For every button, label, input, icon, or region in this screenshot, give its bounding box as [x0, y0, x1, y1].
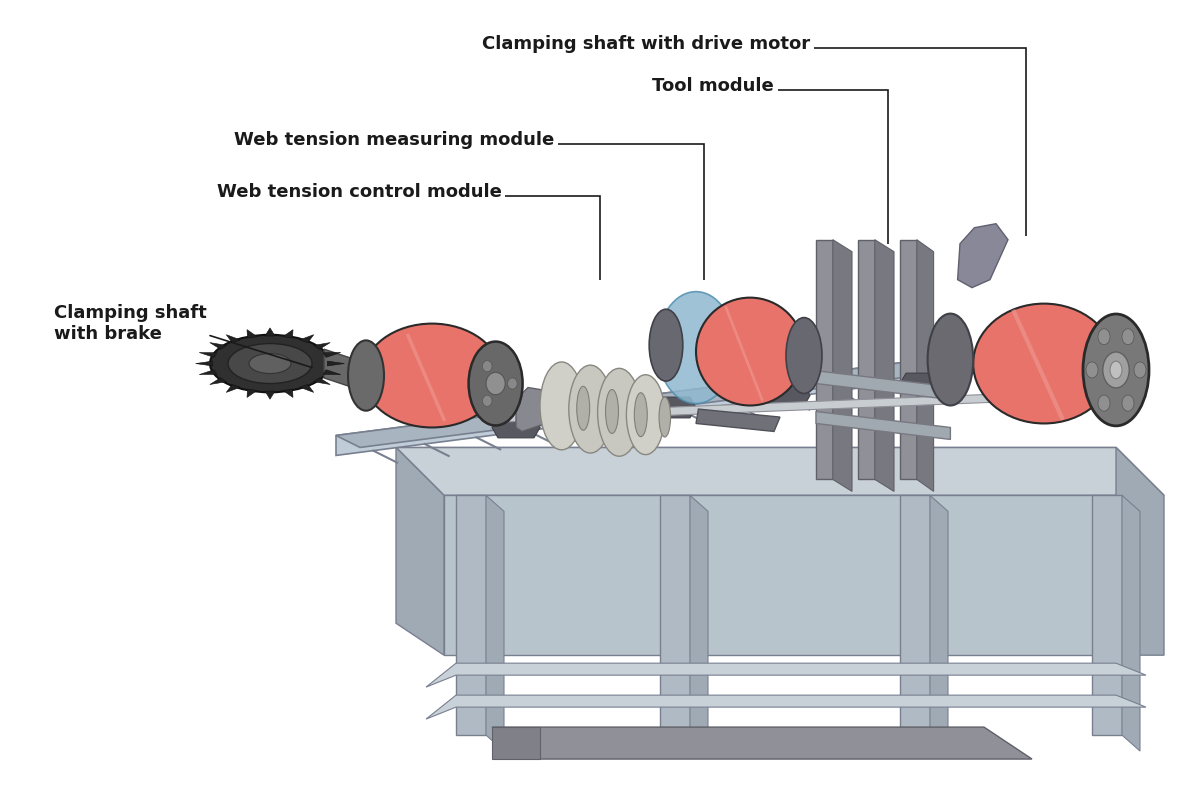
Polygon shape — [323, 370, 341, 375]
Text: Web tension control module: Web tension control module — [217, 183, 502, 201]
Polygon shape — [426, 663, 1146, 687]
Polygon shape — [1122, 495, 1140, 751]
Polygon shape — [227, 335, 240, 343]
Polygon shape — [486, 495, 504, 751]
Ellipse shape — [696, 297, 804, 405]
Ellipse shape — [486, 372, 505, 395]
Polygon shape — [1008, 363, 1056, 384]
Bar — [1092, 495, 1122, 735]
Polygon shape — [300, 384, 313, 392]
Polygon shape — [900, 373, 948, 394]
Polygon shape — [227, 384, 240, 392]
Text: Tool module: Tool module — [653, 78, 774, 95]
Polygon shape — [816, 411, 950, 439]
Polygon shape — [492, 727, 1032, 759]
Text: Clamping shaft
with brake: Clamping shaft with brake — [54, 304, 206, 343]
Bar — [900, 495, 930, 735]
Polygon shape — [283, 330, 293, 338]
Ellipse shape — [1098, 396, 1110, 411]
Ellipse shape — [364, 324, 502, 427]
Polygon shape — [516, 388, 552, 431]
Bar — [816, 240, 833, 479]
Ellipse shape — [1103, 352, 1129, 388]
Ellipse shape — [210, 335, 330, 392]
Ellipse shape — [482, 396, 492, 407]
Ellipse shape — [1086, 362, 1098, 378]
Ellipse shape — [482, 360, 492, 372]
Text: Clamping shaft with drive motor: Clamping shaft with drive motor — [482, 35, 810, 53]
Ellipse shape — [928, 313, 973, 405]
Ellipse shape — [1122, 328, 1134, 344]
Bar — [660, 495, 690, 735]
Polygon shape — [313, 378, 330, 384]
Ellipse shape — [540, 362, 583, 450]
Ellipse shape — [508, 378, 517, 389]
Polygon shape — [396, 447, 1164, 495]
Polygon shape — [762, 385, 810, 406]
Polygon shape — [300, 335, 313, 343]
Bar — [900, 240, 917, 479]
Polygon shape — [247, 330, 257, 338]
Polygon shape — [426, 695, 1146, 719]
Polygon shape — [196, 361, 212, 366]
Ellipse shape — [569, 365, 612, 453]
Polygon shape — [492, 727, 540, 759]
Polygon shape — [875, 240, 894, 491]
Polygon shape — [833, 240, 852, 491]
Ellipse shape — [606, 389, 618, 433]
Polygon shape — [492, 417, 540, 438]
Text: Web tension measuring module: Web tension measuring module — [234, 131, 554, 149]
Polygon shape — [444, 495, 1116, 655]
Polygon shape — [210, 378, 227, 384]
Polygon shape — [324, 349, 360, 390]
Polygon shape — [696, 409, 780, 431]
Ellipse shape — [1084, 314, 1150, 426]
Polygon shape — [336, 340, 1080, 455]
Polygon shape — [648, 397, 696, 418]
Ellipse shape — [1134, 362, 1146, 378]
Ellipse shape — [626, 375, 665, 455]
Polygon shape — [504, 393, 1022, 422]
Bar — [456, 495, 486, 735]
Ellipse shape — [658, 292, 734, 403]
Polygon shape — [690, 495, 708, 751]
Ellipse shape — [1110, 361, 1122, 379]
Polygon shape — [313, 343, 330, 349]
Ellipse shape — [598, 368, 641, 456]
Polygon shape — [917, 240, 934, 491]
Polygon shape — [1116, 447, 1164, 655]
Polygon shape — [323, 352, 341, 357]
Polygon shape — [199, 370, 217, 375]
Polygon shape — [336, 340, 1104, 447]
Ellipse shape — [973, 304, 1115, 423]
Ellipse shape — [250, 353, 292, 373]
Polygon shape — [328, 361, 344, 366]
Ellipse shape — [468, 342, 522, 425]
Ellipse shape — [577, 386, 589, 430]
Polygon shape — [265, 328, 275, 336]
Ellipse shape — [659, 397, 671, 437]
Ellipse shape — [649, 309, 683, 381]
Ellipse shape — [228, 344, 312, 384]
Ellipse shape — [1098, 328, 1110, 344]
Polygon shape — [283, 389, 293, 397]
Polygon shape — [396, 447, 444, 655]
Polygon shape — [930, 495, 948, 751]
Polygon shape — [958, 224, 1008, 288]
Ellipse shape — [348, 340, 384, 411]
Bar — [858, 240, 875, 479]
Polygon shape — [247, 389, 257, 397]
Polygon shape — [816, 371, 950, 400]
Polygon shape — [265, 391, 275, 400]
Ellipse shape — [1122, 396, 1134, 411]
Ellipse shape — [786, 317, 822, 393]
Ellipse shape — [635, 393, 647, 437]
Polygon shape — [210, 343, 227, 349]
Polygon shape — [199, 352, 217, 357]
